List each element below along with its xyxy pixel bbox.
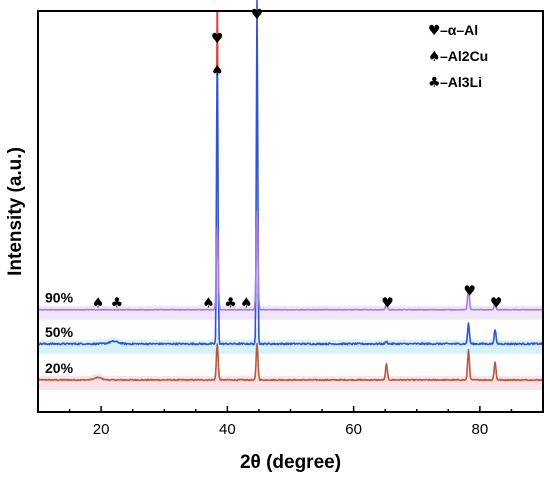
legend-item: ♠ –Al2Cu: [428, 48, 488, 65]
x-tick-label: 40: [219, 421, 236, 438]
peak-marker: ♥: [463, 284, 476, 300]
series-band-50pct: [38, 327, 543, 354]
peak-marker: ♥: [251, 7, 264, 23]
series-label-50pct: 50%: [45, 324, 74, 340]
peak-marker: ♥: [381, 296, 394, 312]
legend: ♥ –α–Al ♠ –Al2Cu ♣ –Al3Li: [428, 22, 488, 91]
legend-item: ♥ –α–Al: [428, 22, 478, 39]
series-label-20pct: 20%: [45, 360, 74, 376]
legend-symbol: ♥: [428, 23, 441, 39]
x-axis-title: 2θ (degree): [240, 452, 341, 473]
peak-marker: ♣: [224, 296, 237, 312]
peak-marker: ♠: [240, 296, 253, 312]
series-line-20pct: [37, 342, 544, 382]
peak-marker: ♥: [490, 296, 503, 312]
series-labels: 20% 50% 90%: [45, 290, 74, 376]
x-axis-ticks: 20 40 60 80: [68, 406, 513, 438]
peak-marker: ♠: [202, 296, 215, 312]
legend-label: –Al3Li: [440, 74, 482, 90]
series-fill-layer: [38, 293, 543, 390]
legend-label: –α–Al: [440, 22, 478, 38]
x-tick-label: 60: [345, 421, 362, 438]
series-band-90pct: [38, 293, 543, 320]
x-tick-label: 20: [93, 421, 110, 438]
legend-item: ♣ –Al3Li: [428, 74, 482, 91]
peak-marker: ♣: [111, 296, 124, 312]
series-band-20pct: [38, 363, 543, 390]
peak-marker: ♠: [92, 296, 105, 312]
peak-markers: ♠ ♣ ♠ ♣ ♠♥♠♥♥♥♥: [92, 7, 503, 312]
series-line-layer: [37, 0, 544, 382]
legend-symbol: ♠: [428, 49, 441, 65]
y-axis-title: Intensity (a.u.): [5, 147, 26, 276]
peak-marker: ♥: [211, 31, 224, 47]
series-label-90pct: 90%: [45, 290, 74, 306]
legend-symbol: ♣: [428, 75, 441, 91]
series-line-50pct: [37, 0, 544, 346]
x-tick-label: 80: [472, 421, 489, 438]
series-line-90pct: [37, 210, 544, 311]
peak-marker: ♠: [211, 63, 224, 79]
legend-label: –Al2Cu: [440, 48, 488, 64]
